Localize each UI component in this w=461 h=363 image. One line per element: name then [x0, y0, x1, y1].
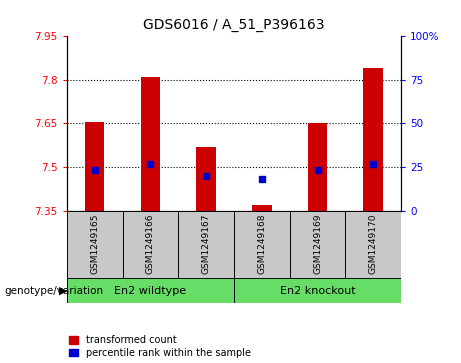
Point — [370, 161, 377, 167]
Text: GSM1249165: GSM1249165 — [90, 214, 99, 274]
Text: GSM1249167: GSM1249167 — [201, 214, 211, 274]
Bar — [363, 68, 383, 211]
Text: ▶: ▶ — [59, 286, 67, 296]
Point — [258, 176, 266, 182]
Text: GSM1249170: GSM1249170 — [369, 214, 378, 274]
Text: En2 wildtype: En2 wildtype — [114, 286, 186, 296]
Text: GSM1249168: GSM1249168 — [257, 214, 266, 274]
Bar — [85, 122, 105, 211]
Bar — [345, 211, 401, 278]
Point — [91, 167, 98, 173]
Point — [202, 173, 210, 179]
Legend: transformed count, percentile rank within the sample: transformed count, percentile rank withi… — [70, 335, 251, 358]
Bar — [123, 211, 178, 278]
Bar — [178, 211, 234, 278]
Text: En2 knockout: En2 knockout — [280, 286, 355, 296]
Point — [314, 167, 321, 173]
Bar — [67, 211, 123, 278]
Title: GDS6016 / A_51_P396163: GDS6016 / A_51_P396163 — [143, 19, 325, 33]
Bar — [290, 211, 345, 278]
Text: GSM1249169: GSM1249169 — [313, 214, 322, 274]
Bar — [234, 278, 401, 303]
Text: genotype/variation: genotype/variation — [5, 286, 104, 296]
Bar — [67, 278, 234, 303]
Bar — [308, 123, 327, 211]
Bar — [196, 147, 216, 211]
Bar — [252, 205, 272, 211]
Bar — [234, 211, 290, 278]
Point — [147, 161, 154, 167]
Text: GSM1249166: GSM1249166 — [146, 214, 155, 274]
Bar — [141, 77, 160, 211]
